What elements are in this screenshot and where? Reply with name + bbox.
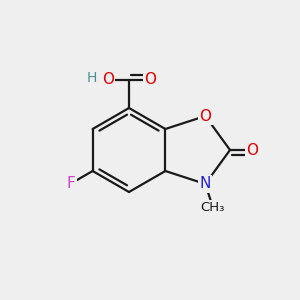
Text: O: O [144,72,156,87]
Text: O: O [247,142,259,158]
Text: F: F [67,176,76,191]
Text: H: H [86,71,97,85]
Text: O: O [102,72,114,87]
Text: N: N [200,176,211,191]
Text: O: O [199,109,211,124]
Text: CH₃: CH₃ [201,201,225,214]
